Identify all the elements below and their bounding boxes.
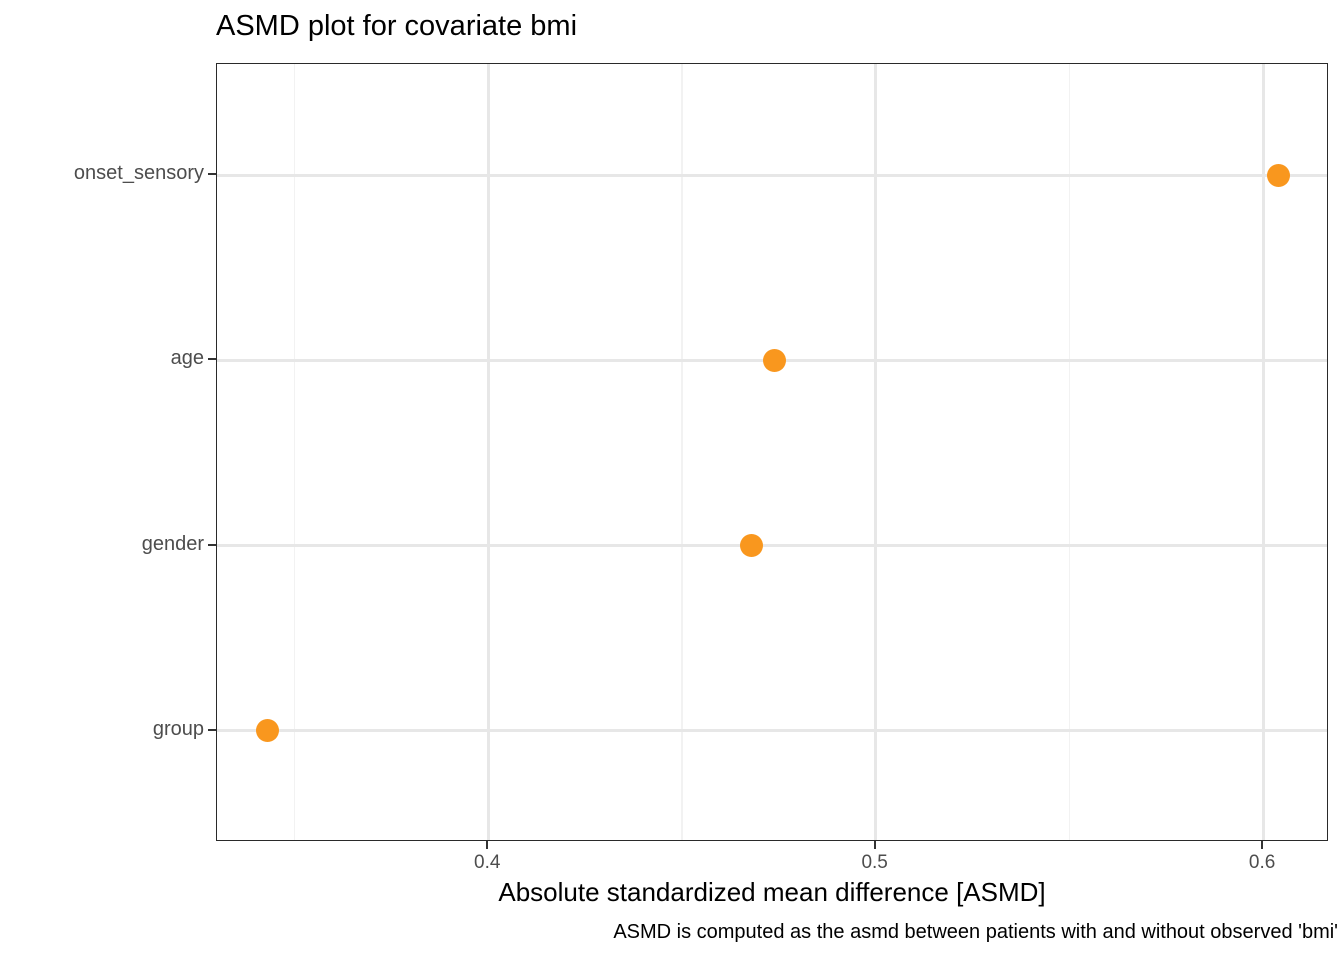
y-tick-mark (208, 358, 216, 361)
gridline-x-major (874, 64, 878, 840)
x-tick-mark (1261, 841, 1264, 849)
y-axis-label-age: age (170, 347, 204, 370)
chart-caption: ASMD is computed as the asmd between pat… (613, 921, 1338, 943)
x-tick-mark (486, 841, 489, 849)
gridline-x-major (486, 64, 490, 840)
y-axis-label-onset_sensory: onset_sensory (73, 162, 204, 185)
data-point-age (763, 348, 787, 372)
y-tick-mark (208, 543, 216, 546)
y-tick-mark (208, 728, 216, 731)
gridline-x-minor (293, 64, 296, 840)
y-tick-mark (208, 173, 216, 176)
x-tick-label: 0.4 (474, 852, 501, 873)
x-axis-title: Absolute standardized mean difference [A… (498, 877, 1046, 907)
gridline-x-minor (1068, 64, 1071, 840)
gridline-x-minor (681, 64, 683, 840)
x-tick-label: 0.5 (861, 852, 888, 873)
x-tick-mark (873, 841, 876, 849)
chart-title: ASMD plot for covariate bmi (216, 10, 578, 42)
plot-panel (216, 63, 1328, 841)
data-point-group (255, 719, 279, 743)
x-tick-label: 0.6 (1248, 852, 1276, 873)
y-axis-label-gender: gender (141, 532, 204, 555)
y-axis-label-group: group (152, 717, 204, 740)
gridline-y-major (217, 173, 1327, 177)
data-point-onset_sensory (1267, 163, 1291, 187)
gridline-x-major (1261, 64, 1265, 840)
gridline-y-major (217, 544, 1327, 548)
gridline-y-major (217, 729, 1327, 733)
data-point-gender (740, 534, 764, 558)
